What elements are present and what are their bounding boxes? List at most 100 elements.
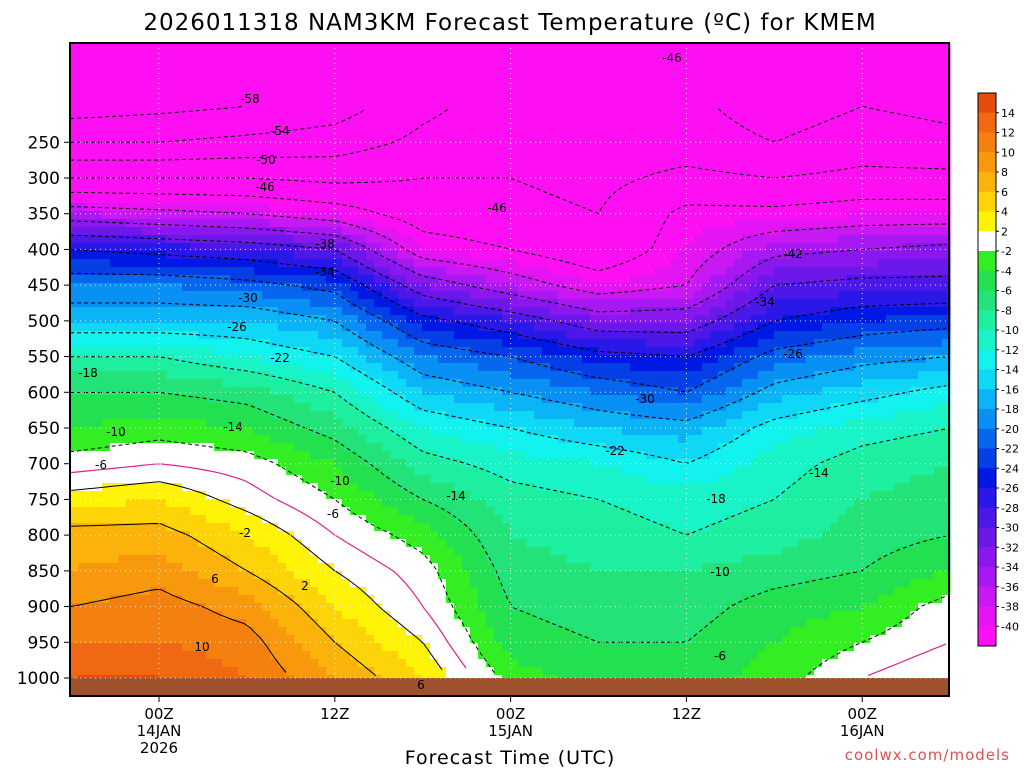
temp-cell xyxy=(86,547,95,556)
temp-cell xyxy=(102,627,111,636)
temp-cell xyxy=(182,139,191,148)
temp-cell xyxy=(142,59,151,68)
temp-cell xyxy=(166,579,175,588)
temp-cell xyxy=(374,51,383,60)
temp-cell xyxy=(286,251,295,260)
temp-cell xyxy=(510,627,519,636)
temp-cell xyxy=(102,499,111,508)
temp-cell xyxy=(214,539,223,548)
temp-cell xyxy=(302,467,311,476)
temp-cell xyxy=(470,163,479,172)
temp-cell xyxy=(94,243,103,252)
temp-cell xyxy=(182,667,191,676)
temp-cell xyxy=(350,187,359,196)
temp-cell xyxy=(158,259,167,268)
temp-cell xyxy=(254,595,263,604)
temp-cell xyxy=(438,451,447,460)
temp-cell xyxy=(510,611,519,620)
temp-cell xyxy=(518,99,527,108)
temp-cell xyxy=(518,219,527,228)
temp-cell xyxy=(70,371,79,380)
temp-cell xyxy=(262,523,271,532)
temp-cell xyxy=(126,299,135,308)
temp-cell xyxy=(278,139,287,148)
temp-cell xyxy=(134,539,143,548)
temp-cell xyxy=(414,195,423,204)
temp-cell xyxy=(350,347,359,356)
temp-cell xyxy=(542,251,551,260)
temp-cell xyxy=(158,475,167,484)
temp-cell xyxy=(470,147,479,156)
temp-cell xyxy=(86,587,95,596)
temp-cell xyxy=(70,243,79,252)
temp-cell xyxy=(494,451,503,460)
temp-cell xyxy=(430,419,439,428)
temp-cell xyxy=(238,99,247,108)
temp-cell xyxy=(214,427,223,436)
temp-cell xyxy=(494,59,503,68)
temp-cell xyxy=(198,283,207,292)
temp-cell xyxy=(70,43,79,52)
temp-cell xyxy=(534,643,543,652)
temp-cell xyxy=(158,427,167,436)
temp-cell xyxy=(190,579,199,588)
temp-cell xyxy=(190,323,199,332)
temp-cell xyxy=(350,395,359,404)
temp-cell xyxy=(566,155,575,164)
temp-cell xyxy=(166,475,175,484)
temp-cell xyxy=(310,395,319,404)
temp-cell xyxy=(94,307,103,316)
temp-cell xyxy=(438,211,447,220)
temp-cell xyxy=(102,467,111,476)
temp-cell xyxy=(310,323,319,332)
temp-cell xyxy=(534,419,543,428)
temp-cell xyxy=(550,83,559,92)
temp-cell xyxy=(118,259,127,268)
temp-cell xyxy=(350,515,359,524)
temp-cell xyxy=(70,323,79,332)
temp-cell xyxy=(374,67,383,76)
temp-cell xyxy=(78,563,87,572)
temp-cell xyxy=(246,379,255,388)
temp-cell xyxy=(390,235,399,244)
temp-cell xyxy=(390,83,399,92)
temp-cell xyxy=(430,179,439,188)
temp-cell xyxy=(558,563,567,572)
temp-cell xyxy=(526,403,535,412)
temp-cell xyxy=(318,667,327,676)
temp-cell xyxy=(302,395,311,404)
temp-cell xyxy=(198,299,207,308)
temp-cell xyxy=(150,627,159,636)
temp-cell xyxy=(70,195,79,204)
temp-cell xyxy=(454,51,463,60)
temp-cell xyxy=(462,291,471,300)
temp-cell xyxy=(550,75,559,84)
temp-cell xyxy=(382,451,391,460)
temp-cell xyxy=(262,195,271,204)
temp-cell xyxy=(78,227,87,236)
temp-cell xyxy=(166,371,175,380)
temp-cell xyxy=(238,395,247,404)
temp-cell xyxy=(390,107,399,116)
temp-cell xyxy=(278,163,287,172)
temp-cell xyxy=(566,91,575,100)
temp-cell xyxy=(230,139,239,148)
chart-title: 2026011318 NAM3KM Forecast Temperature (… xyxy=(143,10,876,36)
temp-cell xyxy=(550,307,559,316)
temp-cell xyxy=(302,555,311,564)
temp-cell xyxy=(494,99,503,108)
temp-cell xyxy=(230,475,239,484)
temp-cell xyxy=(526,563,535,572)
temp-cell xyxy=(430,147,439,156)
temp-cell xyxy=(310,603,319,612)
temp-cell xyxy=(78,67,87,76)
temp-cell xyxy=(510,83,519,92)
temp-cell xyxy=(382,363,391,372)
temp-cell xyxy=(494,483,503,492)
temp-cell xyxy=(534,163,543,172)
temp-cell xyxy=(478,307,487,316)
temp-cell xyxy=(558,419,567,428)
temp-cell xyxy=(382,51,391,60)
temp-cell xyxy=(558,547,567,556)
temp-cell xyxy=(502,235,511,244)
